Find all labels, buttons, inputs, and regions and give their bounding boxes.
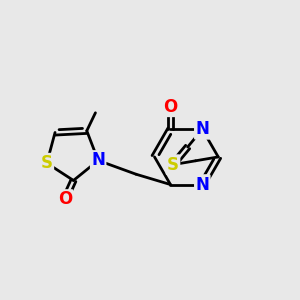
Text: O: O	[163, 98, 178, 116]
Text: S: S	[167, 156, 179, 174]
Text: O: O	[58, 190, 72, 208]
Text: S: S	[41, 154, 53, 172]
Text: N: N	[195, 176, 209, 194]
Text: N: N	[195, 120, 209, 138]
Text: N: N	[91, 152, 105, 169]
